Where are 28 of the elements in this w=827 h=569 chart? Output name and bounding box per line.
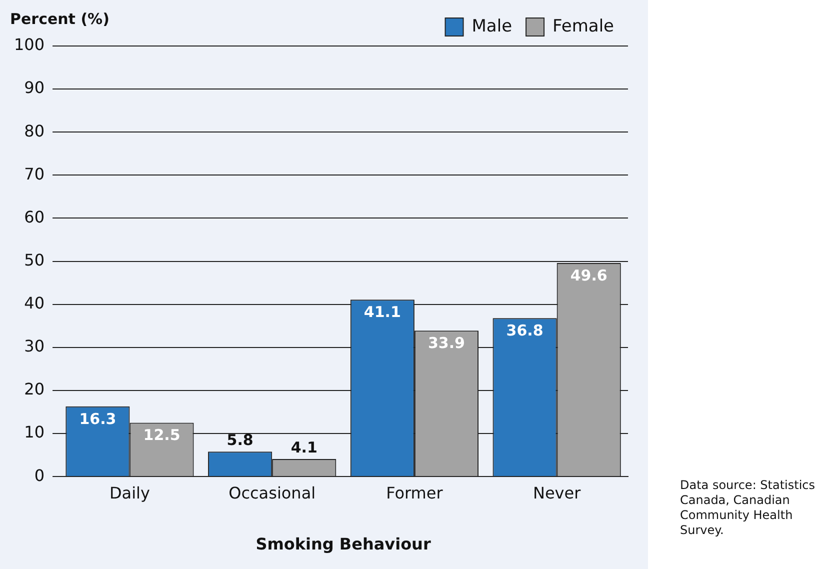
data-label: 16.3	[79, 410, 116, 428]
y-tick-label: 60	[24, 207, 45, 226]
data-label: 4.1	[290, 438, 318, 456]
y-tick-label: 0	[34, 466, 45, 485]
y-tick-label: 100	[14, 35, 45, 54]
x-tick-label: Former	[386, 483, 444, 502]
y-axis-title: Percent (%)	[10, 10, 110, 28]
x-tick-label: Never	[532, 483, 582, 502]
data-label: 33.9	[428, 334, 465, 352]
y-tick-label: 40	[24, 294, 45, 313]
x-tick-label: Occasional	[228, 483, 316, 502]
legend-label: Male	[472, 16, 512, 36]
source-note: Data source: Statistics Canada, Canadian Community Health Survey.	[680, 478, 816, 538]
y-tick-label: 30	[24, 336, 45, 356]
y-tick-label: 90	[24, 78, 45, 98]
data-label: 12.5	[143, 426, 180, 444]
data-label: 5.8	[226, 431, 254, 450]
data-label: 41.1	[364, 303, 401, 322]
y-tick-label: 10	[24, 422, 45, 442]
y-tick-label: 20	[24, 380, 45, 399]
data-label: 36.8	[506, 322, 544, 340]
y-tick-label: 80	[24, 121, 45, 140]
data-label: 49.6	[570, 266, 608, 284]
y-tick-label: 50	[24, 250, 45, 270]
legend-label: Female	[552, 16, 614, 36]
x-axis-title: Smoking Behaviour	[256, 534, 431, 554]
y-tick-label: 70	[24, 164, 45, 184]
x-tick-label: Daily	[109, 483, 150, 502]
